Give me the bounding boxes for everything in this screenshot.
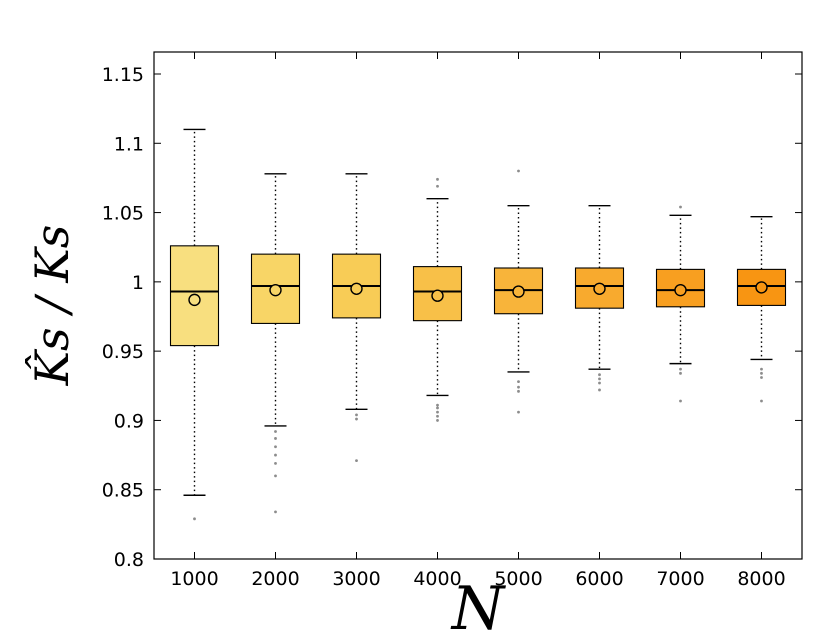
box-group-1000 (169, 128, 220, 521)
y-tick-label: 0.9 (114, 410, 144, 432)
mean-marker (431, 289, 444, 302)
y-tick-label: 1 (132, 272, 144, 294)
outlier-point (436, 403, 439, 407)
box-group-8000 (736, 216, 787, 403)
x-tick-label: 6000 (575, 568, 623, 590)
outlier-point (274, 430, 277, 433)
outlier-point (436, 406, 439, 410)
y-tick-label: 1.05 (102, 203, 144, 225)
outlier-point (274, 445, 277, 449)
outlier-point (274, 510, 277, 514)
mean-marker (674, 283, 687, 297)
outlier-point (355, 413, 358, 417)
outlier-point (598, 388, 601, 392)
axes-frame (153, 51, 803, 560)
y-axis-title: K̂s / Ks (25, 225, 79, 387)
outlier-point (274, 474, 277, 478)
outlier-point (517, 380, 520, 384)
outlier-point (274, 453, 277, 457)
x-tick-label: 1000 (170, 568, 218, 590)
outlier-point (517, 169, 520, 173)
outlier-point (679, 371, 682, 375)
x-tick-label: 3000 (332, 568, 380, 590)
outlier-point (274, 461, 277, 465)
x-tick-label: 7000 (656, 568, 704, 590)
outlier-point (679, 367, 682, 371)
y-tick-label: 1.1 (114, 133, 144, 155)
x-tick-label: 5000 (494, 568, 542, 590)
mean-marker (269, 283, 282, 297)
outlier-point (679, 399, 682, 403)
mean-marker (188, 293, 201, 307)
outlier-point (598, 377, 601, 381)
box-group-2000 (250, 173, 301, 514)
outlier-point (598, 373, 601, 377)
outlier-point (760, 376, 763, 379)
outlier-point (760, 399, 763, 403)
y-axis-label: K̂s / Ks (25, 225, 79, 387)
x-tick-label: 8000 (737, 568, 785, 590)
y-tick-label: 1.15 (102, 64, 144, 86)
outlier-point (436, 414, 439, 418)
x-tick-label: 2000 (251, 568, 299, 590)
outlier-point (274, 437, 277, 440)
x-tick-label: 4000 (413, 568, 461, 590)
box-group-6000 (574, 204, 625, 392)
outlier-point (517, 410, 520, 414)
outlier-point (436, 419, 439, 422)
outlier-point (355, 417, 358, 421)
mean-marker (350, 282, 363, 295)
outlier-point (436, 410, 439, 414)
x-axis-label: N (450, 574, 507, 635)
y-tick-label: 0.8 (114, 549, 144, 571)
box-group-3000 (331, 173, 382, 463)
mean-marker (755, 281, 768, 294)
outlier-point (355, 459, 358, 463)
box-group-5000 (493, 169, 544, 414)
outlier-point (517, 389, 520, 393)
plot-area: 0.8 0.85 0.9 0.95 1 1.05 1.1 1.15 1000 2000 3000 40… (102, 51, 803, 590)
outlier-point (193, 517, 196, 521)
outlier-point (598, 381, 601, 385)
outlier-point (679, 205, 682, 209)
outlier-point (436, 184, 439, 188)
mean-marker (593, 282, 606, 295)
outlier-point (517, 385, 520, 389)
box-group-4000 (412, 177, 463, 422)
outlier-point (760, 371, 763, 375)
outlier-point (760, 367, 763, 371)
mean-marker (512, 285, 525, 298)
y-tick-label: 0.95 (102, 341, 144, 363)
y-tick-label: 0.85 (102, 480, 144, 502)
outlier-point (436, 177, 439, 181)
box-group-7000 (655, 205, 706, 403)
